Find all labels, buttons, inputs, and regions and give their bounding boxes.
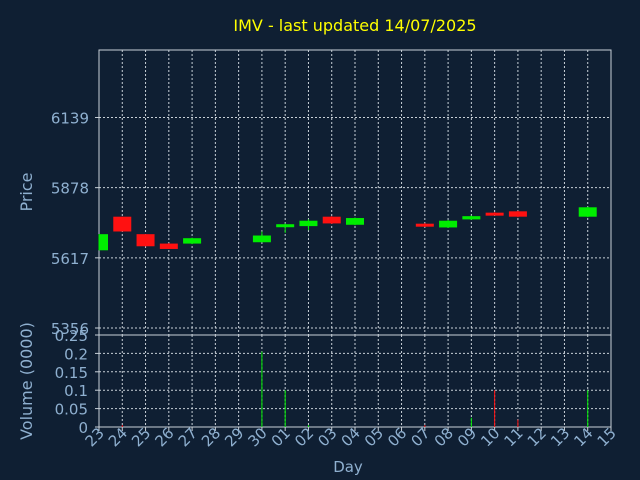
day-tick-label: 15 [594, 424, 620, 450]
volume-tick-label: 0.1 [64, 382, 88, 400]
candle-body [578, 207, 597, 217]
day-axis-ticks: 2324252627282930010203040506070809101112… [82, 424, 620, 450]
volume-tick-label: 0.05 [55, 401, 88, 419]
price-axis-ticks: 5356 5617 5878 6139 [51, 109, 99, 338]
volume-tick-label: 0.15 [55, 364, 88, 382]
candle-body [136, 234, 155, 247]
candle-body [159, 243, 178, 249]
price-tick-label: 5617 [51, 250, 89, 268]
candle-25 [136, 234, 155, 247]
volume-tick-label: 0 [78, 419, 88, 437]
candle-01 [276, 223, 295, 233]
volume-tick-label: 0.2 [64, 345, 88, 363]
candles [98, 206, 597, 251]
volume-tick-label: 0.25 [55, 327, 88, 345]
candle-02 [299, 219, 318, 231]
candle-23 [98, 234, 108, 251]
candle-body [299, 220, 318, 227]
candle-body [99, 234, 108, 251]
candle-body [322, 216, 341, 224]
price-tick-label: 6139 [51, 109, 89, 127]
candle-14 [578, 206, 597, 218]
day-axis-label: Day [333, 458, 363, 476]
candle-10 [485, 212, 504, 216]
candle-07 [415, 223, 434, 227]
candle-body [252, 235, 271, 243]
candle-08 [439, 219, 458, 228]
volume-axis-label: Volume (0000) [17, 322, 36, 440]
candle-body [439, 220, 458, 228]
candle-body [113, 216, 132, 232]
price-plot-frame [98, 49, 612, 336]
price-axis-label: Price [17, 172, 36, 211]
candle-body [485, 212, 504, 216]
candle-body [346, 218, 364, 225]
volume-bars [121, 351, 589, 427]
chart-title: IMV - last updated 14/07/2025 [233, 16, 476, 35]
price-grid [99, 50, 611, 335]
candle-27 [183, 237, 202, 245]
candle-30 [252, 231, 271, 243]
candle-03 [322, 216, 341, 224]
price-tick-label: 5356 [51, 320, 89, 338]
candle-body [183, 238, 202, 244]
candle-26 [159, 243, 178, 249]
candle-body [462, 216, 481, 220]
candle-24 [113, 216, 132, 232]
volume-axis-ticks: 00.050.10.150.20.25 [55, 327, 99, 437]
volume-grid [99, 335, 611, 427]
candle-body [508, 211, 527, 217]
candle-04 [346, 217, 364, 226]
candle-body [415, 223, 434, 227]
candle-09 [462, 215, 481, 220]
candle-11 [508, 210, 527, 218]
price-tick-label: 5878 [51, 180, 89, 198]
candle-body [276, 224, 295, 228]
